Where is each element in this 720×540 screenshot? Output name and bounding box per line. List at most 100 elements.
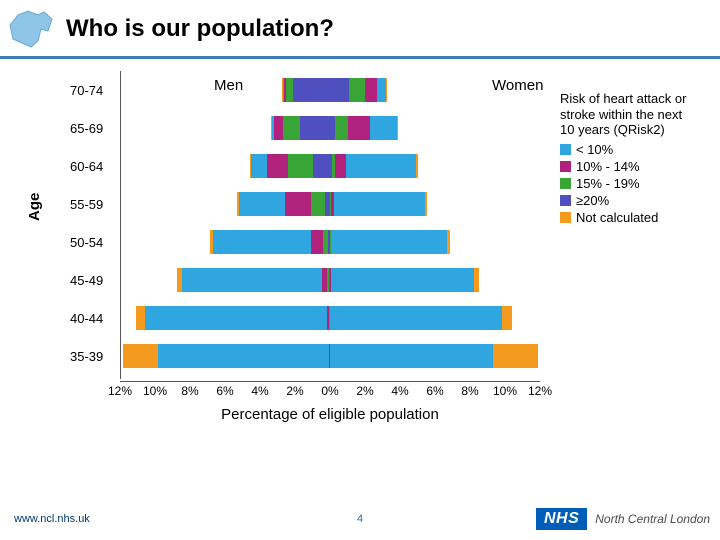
slide-footer: www.ncl.nhs.uk 4 NHS North Central Londo…	[0, 504, 720, 534]
legend-swatch	[560, 161, 571, 172]
age-row: 35-39	[70, 337, 710, 375]
bar-segment	[123, 344, 158, 368]
age-row: 50-54	[70, 223, 710, 261]
x-axis: 12%10%8%6%4%2%0%2%4%6%8%10%12%	[120, 381, 540, 398]
bar-segment	[285, 192, 311, 216]
bar-segment	[346, 154, 416, 178]
legend-swatch	[560, 212, 571, 223]
x-tick: 10%	[489, 384, 521, 398]
bar-area	[120, 344, 540, 368]
bar-segment	[158, 344, 330, 368]
bar-segment	[335, 154, 346, 178]
bar-area	[120, 192, 540, 216]
bar-segment	[283, 116, 301, 140]
bar-segment	[274, 116, 283, 140]
x-tick: 6%	[209, 384, 241, 398]
legend-swatch	[560, 144, 571, 155]
bar-segment	[386, 78, 387, 102]
age-label: 70-74	[70, 83, 120, 98]
bar-segment	[311, 192, 325, 216]
bar-area	[120, 268, 540, 292]
age-label: 60-64	[70, 159, 120, 174]
y-axis-title: Age	[26, 193, 43, 221]
x-tick: 10%	[139, 384, 171, 398]
page-number: 4	[357, 513, 363, 525]
bar-segment	[335, 116, 347, 140]
slide-title: Who is our population?	[66, 15, 334, 43]
legend-item: < 10%	[560, 142, 700, 157]
age-label: 45-49	[70, 273, 120, 288]
x-tick: 8%	[454, 384, 486, 398]
age-label: 35-39	[70, 349, 120, 364]
legend-item: 15% - 19%	[560, 176, 700, 191]
x-tick: 8%	[174, 384, 206, 398]
bar-segment	[397, 116, 399, 140]
legend-item: Not calculated	[560, 210, 700, 225]
bar-segment	[493, 344, 539, 368]
bar-segment	[334, 192, 425, 216]
bar-segment	[331, 268, 475, 292]
bar-segment	[502, 306, 513, 330]
legend-swatch	[560, 195, 571, 206]
bar-segment	[267, 154, 288, 178]
legend-label: Not calculated	[576, 210, 658, 225]
bar-segment	[330, 78, 349, 102]
bar-segment	[251, 154, 267, 178]
legend-item: ≥20%	[560, 193, 700, 208]
bar-area	[120, 78, 540, 102]
bar-segment	[288, 154, 313, 178]
age-row: 45-49	[70, 261, 710, 299]
x-tick: 2%	[349, 384, 381, 398]
x-tick: 4%	[244, 384, 276, 398]
legend-label: 10% - 14%	[576, 159, 640, 174]
footer-url: www.ncl.nhs.uk	[14, 513, 90, 525]
age-label: 65-69	[70, 121, 120, 136]
x-tick: 0%	[314, 384, 346, 398]
legend-swatch	[560, 178, 571, 189]
bar-segment	[349, 78, 365, 102]
age-row: 40-44	[70, 299, 710, 337]
legend-title: Risk of heart attack or stroke within th…	[560, 91, 700, 138]
x-tick: 12%	[104, 384, 136, 398]
bar-segment	[425, 192, 427, 216]
x-axis-title: Percentage of eligible population	[120, 406, 540, 423]
legend-label: < 10%	[576, 142, 613, 157]
population-pyramid-chart: Age Men Women 70-7465-6960-6455-5950-544…	[70, 71, 710, 423]
legend-label: ≥20%	[576, 193, 609, 208]
bar-area	[120, 154, 540, 178]
legend-label: 15% - 19%	[576, 176, 640, 191]
slide-header: Who is our population?	[0, 0, 720, 59]
nhs-logo: NHS	[536, 508, 587, 530]
bar-segment	[330, 344, 493, 368]
x-tick: 6%	[419, 384, 451, 398]
bar-segment	[370, 116, 396, 140]
bar-segment	[377, 78, 386, 102]
bar-segment	[136, 306, 145, 330]
legend-item: 10% - 14%	[560, 159, 700, 174]
x-tick: 12%	[524, 384, 556, 398]
age-label: 40-44	[70, 311, 120, 326]
bar-segment	[313, 154, 331, 178]
bar-segment	[474, 268, 479, 292]
region-map-icon	[8, 9, 54, 49]
bar-segment	[416, 154, 418, 178]
x-tick: 2%	[279, 384, 311, 398]
bar-segment	[447, 230, 450, 254]
bar-segment	[348, 116, 371, 140]
legend: Risk of heart attack or stroke within th…	[560, 91, 700, 227]
age-label: 55-59	[70, 197, 120, 212]
bar-segment	[311, 230, 323, 254]
x-tick: 4%	[384, 384, 416, 398]
bar-segment	[330, 306, 502, 330]
bar-segment	[145, 306, 327, 330]
bar-area	[120, 116, 540, 140]
bar-segment	[182, 268, 322, 292]
bar-segment	[365, 78, 377, 102]
age-label: 50-54	[70, 235, 120, 250]
bar-segment	[213, 230, 311, 254]
bar-segment	[286, 78, 293, 102]
bar-segment	[239, 192, 285, 216]
bar-segment	[331, 230, 447, 254]
org-name: North Central London	[595, 512, 710, 526]
bar-area	[120, 230, 540, 254]
